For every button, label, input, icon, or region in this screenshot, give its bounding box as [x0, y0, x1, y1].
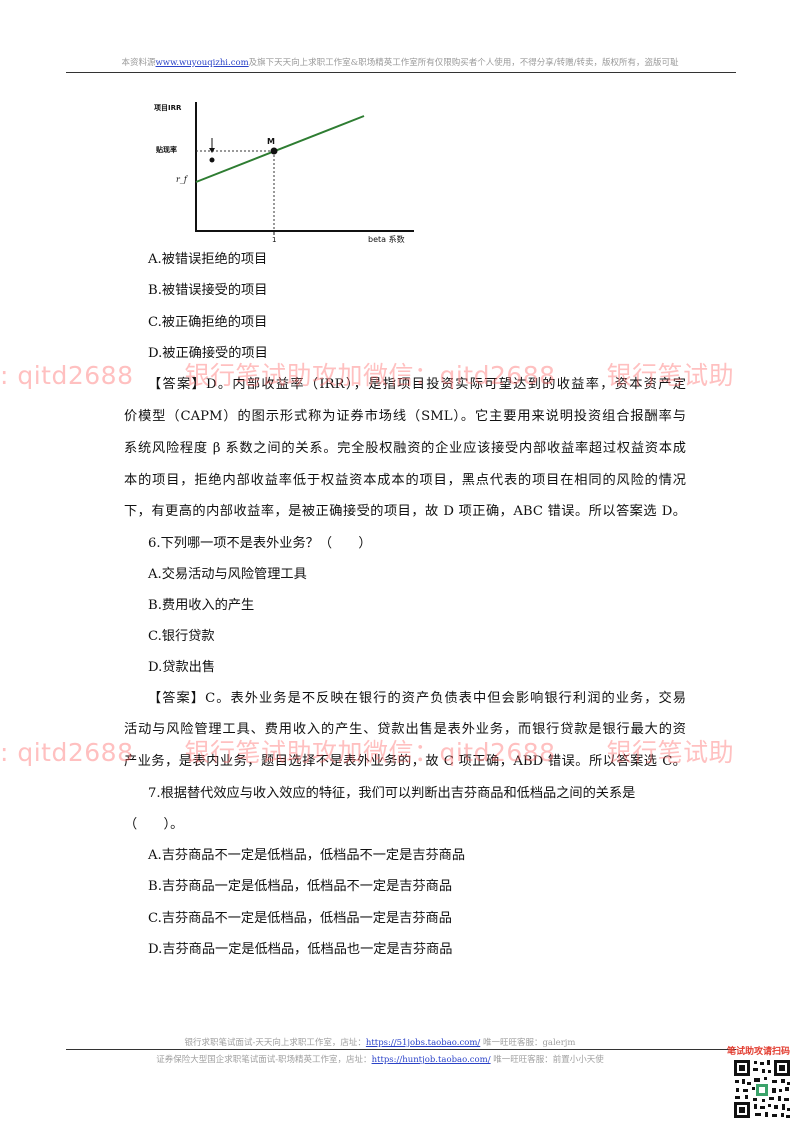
point-m-label: M	[267, 137, 275, 146]
q6-option-b: B.费用收入的产生	[148, 598, 255, 613]
q7-question-line: （ ）。	[124, 817, 184, 832]
q5-option-c: C.被正确拒绝的项目	[148, 315, 268, 330]
header-prefix: 本资料源	[121, 58, 156, 68]
q6-question: 6.下列哪一项不是表外业务？（ ）	[148, 536, 372, 551]
y-axis-label: 项目IRR	[154, 103, 182, 112]
header-suffix: 及旗下天天向上求职工作室&职场精英工作室所有仅限购买者个人使用，不得分享/转赠/…	[248, 58, 679, 68]
footer-line-1: 银行求职笔试面试-天天向上求职工作室，店址：https://51jobs.tao…	[60, 1036, 700, 1048]
watermark-text: : qitd2688 银行笔试助攻加微信：qitd2688 银行笔试助	[0, 738, 735, 767]
footer-divider	[66, 1049, 736, 1050]
q5-option-d: D.被正确接受的项目	[148, 346, 268, 361]
security-market-line	[195, 115, 365, 183]
q7-option-b: B.吉芬商品一定是低档品，低档品不一定是吉芬商品	[148, 879, 453, 894]
q7-question-line: 7.根据替代效应与收入效应的特征，我们可以判断出吉芬商品和低档品之间的关系是	[148, 786, 636, 801]
q5-option-a: A.被错误拒绝的项目	[148, 252, 268, 267]
q6-answer-line: 活动与风险管理工具、费用收入的产生、贷款出售是表外业务，而银行贷款是银行最大的资	[124, 722, 686, 737]
qr-caption: 笔试助攻请扫码	[727, 1047, 791, 1057]
q5-option-b: B.被错误接受的项目	[148, 283, 268, 298]
market-point	[270, 147, 278, 155]
footer-link-51jobs[interactable]: https://51jobs.taobao.com/	[365, 1038, 481, 1048]
q5-answer-line: 系统风险程度 β 系数之间的关系。完全股权融资的企业应该接受内部收益率超过权益资…	[124, 441, 686, 456]
project-point	[209, 157, 215, 163]
watermark-text: : qitd2688 银行笔试助攻加微信：qitd2688 银行笔试助	[0, 361, 735, 390]
footer-line-2-prefix: 证券保险大型国企求职笔试面试-职场精英工作室，店址：	[156, 1055, 372, 1065]
footer-line-2-suffix: 唯一旺旺客服：前置小小天使	[490, 1055, 604, 1065]
q7-option-c: C.吉芬商品不一定是低档品，低档品一定是吉芬商品	[148, 911, 452, 926]
footer-line-1-prefix: 银行求职笔试面试-天天向上求职工作室，店址：	[184, 1038, 366, 1048]
header-link[interactable]: www.wuyouqizhi.com	[155, 58, 249, 68]
q6-answer-line: 产业务，是表内业务，题目选择不是表外业务的，故 C 项正确，ABD 错误。所以答…	[124, 754, 686, 769]
q7-option-d: D.吉芬商品一定是低档品，低档品也一定是吉芬商品	[148, 942, 453, 957]
page-header: 本资料源www.wuyouqizhi.com及旗下天天向上求职工作室&职场精英工…	[0, 56, 800, 68]
sml-chart: 项目IRR 贴现率 r_f M 1 beta 系数	[154, 102, 414, 244]
qr-code-icon[interactable]	[732, 1058, 792, 1120]
x-tick-label: 1	[272, 236, 276, 244]
q5-answer-line: 本的项目，拒绝内部收益率低于权益资本成本的项目，黑点代表的项目在相同的风险的情况	[124, 473, 686, 488]
footer-line-1-suffix: 唯一旺旺客服：galerjm	[480, 1038, 576, 1048]
discount-rate-label: 贴现率	[155, 145, 177, 154]
q5-answer-line: 价模型（CAPM）的图示形式称为证券市场线（SML）。它主要用来说明投资组合报酬…	[124, 409, 686, 424]
footer-line-2: 证券保险大型国企求职笔试面试-职场精英工作室，店址：https://huntjo…	[60, 1053, 700, 1065]
x-axis-label: beta 系数	[368, 234, 405, 244]
q6-option-d: D.贷款出售	[148, 660, 216, 675]
footer-link-huntjob[interactable]: https://huntjob.taobao.com/	[371, 1055, 491, 1065]
q5-answer-line: 下，有更高的内部收益率，是被正确接受的项目，故 D 项正确，ABC 错误。所以答…	[124, 504, 686, 519]
rf-label: r_f	[176, 175, 189, 184]
q7-option-a: A.吉芬商品不一定是低档品，低档品不一定是吉芬商品	[148, 848, 466, 863]
q6-option-a: A.交易活动与风险管理工具	[148, 567, 307, 582]
project-arrow-head	[209, 148, 215, 153]
q6-option-c: C.银行贷款	[148, 629, 215, 644]
header-divider	[66, 72, 736, 73]
q5-answer-line: 【答案】D。内部收益率（IRR），是指项目投资实际可望达到的收益率，资本资产定	[148, 377, 686, 392]
q6-answer-line: 【答案】C。表外业务是不反映在银行的资产负债表中但会影响银行利润的业务，交易	[148, 691, 686, 706]
